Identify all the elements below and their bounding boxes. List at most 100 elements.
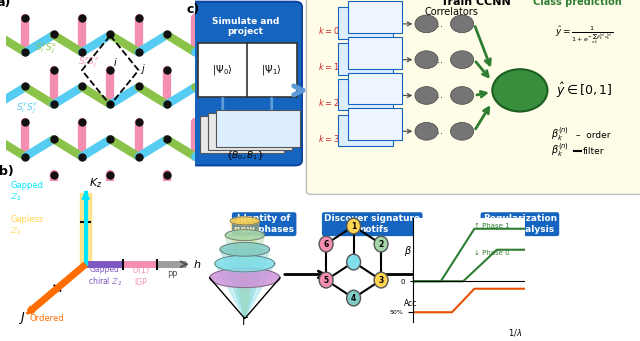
Polygon shape — [210, 268, 280, 287]
Text: $1/\lambda$: $1/\lambda$ — [508, 327, 522, 338]
Circle shape — [415, 15, 438, 33]
Text: $\beta$: $\beta$ — [404, 244, 412, 258]
Polygon shape — [220, 249, 269, 318]
Text: $c_{0}^{(6)}$: $c_{0}^{(6)}$ — [456, 18, 468, 30]
Text: $\hat{y} = \frac{1}{1+e^{-\sum_{n,k}\beta_k^{(n)}c_k^{(n)}}}$: $\hat{y} = \frac{1}{1+e^{-\sum_{n,k}\bet… — [555, 25, 614, 46]
Text: Regularization
path analysis: Regularization path analysis — [483, 214, 557, 234]
Text: ↓ Phase 0: ↓ Phase 0 — [474, 250, 510, 256]
Polygon shape — [230, 221, 259, 318]
Circle shape — [451, 122, 474, 140]
Text: Filters: Filters — [353, 8, 388, 17]
Text: a): a) — [0, 0, 12, 9]
Polygon shape — [230, 217, 259, 225]
Text: $\hat{y}$: $\hat{y}$ — [514, 79, 525, 101]
Text: $\{B_0, B_1\}$: $\{B_0, B_1\}$ — [227, 150, 264, 162]
Text: $|\Psi_0\rangle$: $|\Psi_0\rangle$ — [212, 63, 233, 77]
Text: 5: 5 — [324, 276, 329, 284]
Polygon shape — [225, 235, 264, 318]
Text: $J$: $J$ — [18, 310, 25, 326]
Text: Gapped
chiral $\mathbb{Z}_2$: Gapped chiral $\mathbb{Z}_2$ — [88, 265, 122, 288]
Circle shape — [319, 272, 333, 288]
Text: Train CCNN: Train CCNN — [440, 0, 510, 7]
Text: $S_i^y S_j^y$: $S_i^y S_j^y$ — [16, 100, 38, 116]
Text: filter: filter — [583, 147, 605, 156]
FancyBboxPatch shape — [348, 1, 403, 33]
FancyBboxPatch shape — [189, 2, 302, 165]
Text: PP: PP — [168, 271, 178, 280]
Text: –  order: – order — [575, 131, 610, 140]
Text: $|\Psi_1\rangle$: $|\Psi_1\rangle$ — [261, 63, 282, 77]
Text: $k = 2$: $k = 2$ — [317, 97, 339, 108]
Text: 1: 1 — [351, 222, 356, 231]
Polygon shape — [215, 255, 275, 272]
Text: $c_{1}^{(2)}$: $c_{1}^{(2)}$ — [420, 54, 432, 65]
Text: $c_{3}^{(6)}$: $c_{3}^{(6)}$ — [456, 125, 468, 137]
Text: $K_z$: $K_z$ — [90, 176, 103, 190]
Text: ↑ Phase 1: ↑ Phase 1 — [474, 223, 510, 229]
Text: $c_{1}^{(6)}$: $c_{1}^{(6)}$ — [456, 54, 468, 65]
Circle shape — [347, 254, 360, 270]
Text: $c_{0}^{(2)}$: $c_{0}^{(2)}$ — [420, 18, 432, 30]
Text: 4: 4 — [351, 294, 356, 302]
Text: $\beta_k^{(n)}$: $\beta_k^{(n)}$ — [551, 125, 569, 143]
FancyBboxPatch shape — [348, 73, 403, 104]
Text: $h$: $h$ — [193, 258, 202, 270]
FancyBboxPatch shape — [348, 108, 403, 140]
Text: ...: ... — [435, 126, 444, 136]
FancyBboxPatch shape — [338, 7, 393, 39]
Text: $k = 3$: $k = 3$ — [317, 133, 339, 144]
Text: $k = 1$: $k = 1$ — [317, 61, 339, 72]
Text: 6: 6 — [323, 240, 329, 249]
Text: $c_{2}^{(2)}$: $c_{2}^{(2)}$ — [420, 90, 432, 101]
Text: Acc: Acc — [404, 299, 417, 308]
Text: b): b) — [0, 165, 13, 178]
FancyBboxPatch shape — [198, 43, 248, 97]
FancyBboxPatch shape — [348, 37, 403, 69]
Circle shape — [415, 122, 438, 140]
Polygon shape — [225, 230, 264, 240]
Text: 2: 2 — [378, 240, 384, 249]
Text: Gapless
$\mathbb{Z}_2$: Gapless $\mathbb{Z}_2$ — [10, 215, 44, 237]
Circle shape — [451, 87, 474, 104]
Text: $j$: $j$ — [140, 62, 147, 76]
Text: ...: ... — [435, 19, 444, 29]
FancyBboxPatch shape — [200, 116, 284, 153]
Text: $S_i^x S_j^x$: $S_i^x S_j^x$ — [35, 42, 58, 56]
Text: $\Gamma$: $\Gamma$ — [241, 315, 249, 327]
FancyBboxPatch shape — [338, 79, 393, 110]
Text: $\hat{y} \in [0,1]$: $\hat{y} \in [0,1]$ — [556, 81, 612, 100]
Circle shape — [492, 69, 547, 112]
Circle shape — [374, 236, 388, 252]
Text: ...: ... — [435, 55, 444, 65]
Text: $k = 0$: $k = 0$ — [317, 25, 339, 36]
Text: c): c) — [186, 3, 200, 16]
Circle shape — [319, 236, 333, 252]
Circle shape — [347, 218, 360, 234]
Circle shape — [415, 87, 438, 104]
Text: Correlators: Correlators — [424, 8, 478, 17]
Circle shape — [451, 15, 474, 33]
Text: $U(1)$
IGP: $U(1)$ IGP — [132, 264, 149, 287]
Circle shape — [415, 51, 438, 69]
FancyBboxPatch shape — [338, 115, 393, 146]
Text: 3: 3 — [378, 276, 384, 284]
Text: $i$: $i$ — [113, 56, 118, 68]
Text: ...: ... — [435, 90, 444, 101]
Circle shape — [347, 290, 360, 306]
FancyBboxPatch shape — [207, 113, 292, 150]
FancyBboxPatch shape — [338, 43, 393, 75]
Text: $c_{2}^{(6)}$: $c_{2}^{(6)}$ — [456, 90, 468, 101]
Text: $c_{3}^{(2)}$: $c_{3}^{(2)}$ — [420, 125, 432, 137]
FancyBboxPatch shape — [247, 43, 296, 97]
Circle shape — [374, 272, 388, 288]
Text: Simulate and
project: Simulate and project — [212, 17, 279, 36]
Text: Gapped
$\mathbb{Z}_2$: Gapped $\mathbb{Z}_2$ — [10, 181, 43, 203]
Text: Identity of
new phases: Identity of new phases — [234, 214, 294, 234]
FancyBboxPatch shape — [307, 0, 640, 194]
Text: Ordered: Ordered — [29, 314, 64, 323]
Text: Discover signature
motifs: Discover signature motifs — [324, 214, 420, 234]
Text: $\beta_k^{(n)}$: $\beta_k^{(n)}$ — [551, 141, 569, 159]
Circle shape — [451, 51, 474, 69]
Polygon shape — [220, 242, 269, 256]
Polygon shape — [215, 264, 275, 318]
